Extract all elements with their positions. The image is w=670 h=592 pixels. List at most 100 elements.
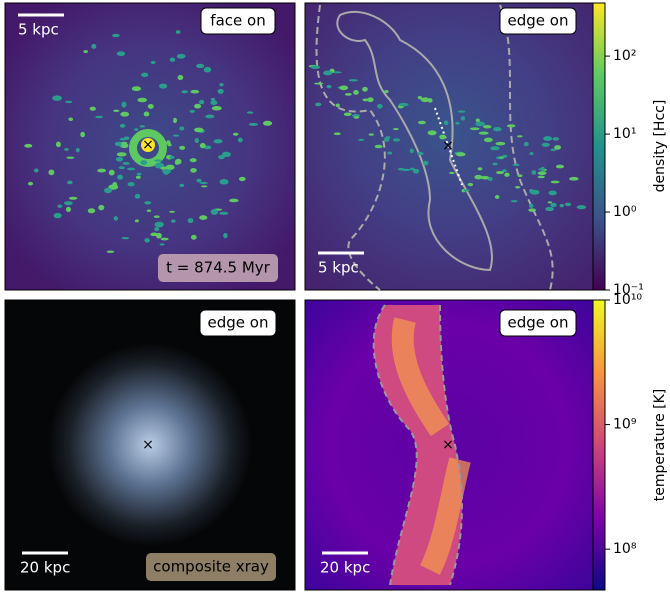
clump [196,178,202,183]
clump [67,180,73,185]
clump [576,205,587,210]
clump [159,83,168,89]
clump [118,166,125,170]
clump [65,100,73,104]
clump [134,128,139,131]
clump [427,130,437,136]
panel-label: edge on [208,314,269,332]
clump [548,190,557,196]
clump [353,90,359,95]
clump [203,145,212,150]
clump [140,160,148,166]
clump [135,175,141,179]
clump [179,183,185,188]
clump [219,178,229,185]
tick-label: 10² [613,48,636,64]
clump [348,79,359,82]
clump [564,202,572,207]
clump [550,180,560,184]
clump [87,208,96,214]
clump [64,201,73,206]
contour [372,304,463,586]
clump [217,88,224,94]
clump [482,124,492,129]
clump [189,109,195,113]
clump [412,168,420,174]
clump [495,141,506,146]
scale-bars [18,13,368,555]
clump [248,122,259,126]
clump [134,193,141,199]
clump [483,137,493,143]
clump [153,215,160,219]
clump [550,148,557,152]
clump [377,103,383,109]
clump [541,142,550,147]
clump [27,181,34,186]
clump [104,187,113,194]
clump [89,106,96,111]
clump [179,126,185,131]
clump [523,141,529,147]
clump [57,204,63,208]
clump [528,208,536,212]
clump [514,186,521,189]
clump [97,168,107,173]
clump [199,142,206,149]
clump [516,135,523,138]
clump [555,164,565,169]
clump [205,114,215,119]
clump [154,221,164,228]
clump [95,115,104,119]
clump [237,137,243,143]
clump [494,195,500,199]
clump [139,125,146,128]
clump [543,136,553,142]
clump [121,143,129,149]
tick-label: 10¹⁰ [613,292,642,308]
panel-label: edge on [508,12,569,30]
clump [75,147,80,153]
clump [221,151,231,158]
tick-label: 10⁻¹ [613,282,644,298]
clump [310,65,321,69]
clump [512,163,520,167]
clump [159,243,165,246]
center-marker: × [442,138,454,154]
colorbar-label: density [Hcc] [652,100,668,193]
clump [545,206,555,212]
clump [460,116,466,121]
clump [538,168,545,171]
clump [170,219,176,223]
scale-label: 20 kpc [20,559,70,577]
clump [474,174,483,180]
tick-label: 10⁸ [613,541,637,557]
clump [121,101,127,108]
clump [501,154,508,158]
clump [187,217,194,224]
hot-core [391,317,471,575]
clump [326,84,332,89]
label-box [499,309,577,337]
label-box [499,7,577,35]
clump [108,184,119,190]
clump [323,70,333,76]
clump [144,201,152,205]
clump [504,172,510,177]
clump [333,132,341,136]
scale-label: 20 kpc [320,559,370,577]
clump [358,138,365,141]
xray-image [4,299,296,591]
clump [150,232,159,237]
clump [119,137,127,141]
clump [547,201,553,204]
tick-label: 10⁰ [613,204,637,220]
clump [506,124,516,128]
clump [190,168,197,173]
clump [367,97,374,103]
clump [119,123,126,128]
clump [529,152,534,156]
clump [393,127,399,131]
clump [481,175,489,180]
clump [417,95,422,100]
